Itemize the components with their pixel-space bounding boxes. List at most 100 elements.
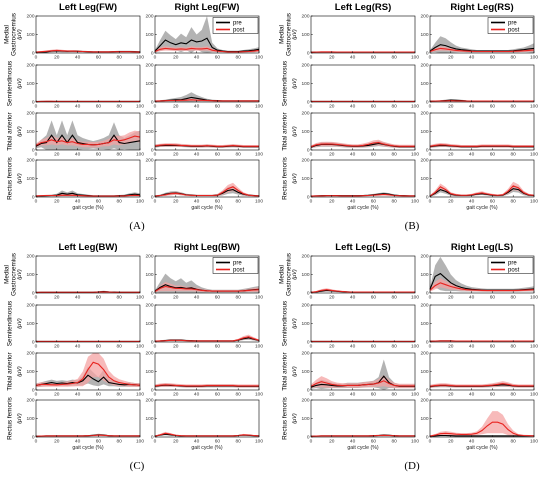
x-tick-label: 60 xyxy=(96,439,102,445)
x-tick-label: 100 xyxy=(530,55,538,61)
x-tick-label: 20 xyxy=(329,392,335,398)
emg-plot: 0 100 200 0 20 40 60 80 100 xyxy=(26,111,144,158)
x-tick-label: 20 xyxy=(448,152,454,158)
y-tick-label: 0 xyxy=(151,100,154,106)
post-mean-line xyxy=(429,421,535,437)
x-tick-label: 60 xyxy=(371,344,377,350)
plot-frame xyxy=(154,64,260,103)
x-tick-label: 0 xyxy=(310,439,313,445)
x-tick-label: 20 xyxy=(448,104,454,110)
y-unit-label: (μV) xyxy=(292,413,298,424)
emg-plot: 0 100 200 0 20 40 60 80 100 xyxy=(301,111,419,158)
y-unit-label: (μV) xyxy=(17,78,23,89)
x-tick-label: 80 xyxy=(236,55,242,61)
emg-plot: 0 100 200 0 20 40 60 80 100 xyxy=(301,351,419,398)
x-tick-label: 20 xyxy=(54,104,60,110)
y-unit-label: (μV) xyxy=(292,173,298,184)
y-tick-label: 0 xyxy=(307,100,310,106)
y-tick-label: 0 xyxy=(307,195,310,201)
x-tick-label: 0 xyxy=(35,439,38,445)
y-tick-label: 100 xyxy=(26,416,34,422)
x-axis-label: gait cycle (%) xyxy=(466,445,497,451)
y-tick-label: 200 xyxy=(26,351,34,357)
row-label-3: Rectus femoris xyxy=(6,157,13,200)
x-tick-label: 60 xyxy=(96,199,102,205)
y-tick-label: 200 xyxy=(301,63,309,69)
y-unit-label: (μV) xyxy=(17,126,23,137)
y-tick-label: 0 xyxy=(307,340,310,346)
y-tick-label: 0 xyxy=(32,100,35,106)
x-tick-label: 40 xyxy=(75,295,81,301)
y-tick-label: 100 xyxy=(420,369,428,375)
y-tick-label: 200 xyxy=(26,14,34,20)
subfigure-b: MedialGastrocnemius (μV)Semitendinosus (μV… xyxy=(278,2,538,232)
row-label-2: Tibial anterior xyxy=(281,111,288,150)
emg-plot: 0 100 200 0 20 40 60 80 100 xyxy=(420,63,538,110)
post-mean-line xyxy=(310,434,415,437)
emg-plot: 0 100 200 0 20 40 60 80 100 xyxy=(145,111,263,158)
x-tick-label: 20 xyxy=(329,104,335,110)
x-tick-label: 0 xyxy=(154,104,157,110)
figure-label: (A) xyxy=(129,220,145,232)
row-label-1: Semitendinosus xyxy=(281,61,288,106)
legend-label-post: post xyxy=(508,268,520,274)
post-mean-line xyxy=(310,289,415,293)
emg-plot: 0 100 200 0 20 40 60 80 100 xyxy=(420,351,538,398)
x-tick-label: 60 xyxy=(490,199,496,205)
x-tick-label: 0 xyxy=(310,55,313,61)
x-tick-label: 60 xyxy=(371,55,377,61)
x-tick-label: 0 xyxy=(35,152,38,158)
x-tick-label: 40 xyxy=(469,55,475,61)
y-unit-label: (μV) xyxy=(17,173,23,184)
y-tick-label: 0 xyxy=(32,291,35,297)
y-tick-label: 0 xyxy=(32,51,35,57)
x-tick-label: 60 xyxy=(215,104,221,110)
emg-plot: 0 100 200 0 20 40 60 80 100 xyxy=(420,111,538,158)
post-mean-line xyxy=(154,432,260,437)
x-tick-label: 80 xyxy=(392,152,398,158)
x-tick-label: 100 xyxy=(411,199,419,205)
emg-plot: 0 100 200 0 20 40 60 80 100 xyxy=(26,351,144,398)
x-tick-label: 100 xyxy=(136,199,144,205)
emg-plot: 0 100 200 0 20 40 60 80 100 xyxy=(145,63,263,110)
plot-frame xyxy=(35,159,141,198)
y-tick-label: 100 xyxy=(301,272,309,278)
x-tick-label: 40 xyxy=(75,439,81,445)
x-tick-label: 20 xyxy=(54,295,60,301)
y-tick-label: 200 xyxy=(420,351,428,357)
y-tick-label: 100 xyxy=(301,321,309,327)
y-tick-label: 100 xyxy=(301,176,309,182)
x-tick-label: 0 xyxy=(35,55,38,61)
post-mean-line xyxy=(154,47,260,53)
emg-plot: 0 100 200 0 20 40 60 80 100 gait cycle (%) xyxy=(420,158,538,211)
x-tick-label: 0 xyxy=(310,344,313,350)
x-tick-label: 60 xyxy=(96,104,102,110)
plot-frame xyxy=(429,64,535,103)
plot-frame xyxy=(35,15,141,54)
y-unit-label: (μV) xyxy=(17,29,23,40)
x-tick-label: 0 xyxy=(429,295,432,301)
x-tick-label: 20 xyxy=(173,439,179,445)
x-tick-label: 80 xyxy=(392,55,398,61)
x-tick-label: 80 xyxy=(511,199,517,205)
x-tick-label: 60 xyxy=(96,55,102,61)
row-label-0: MedialGastrocnemius xyxy=(278,13,292,56)
x-tick-label: 40 xyxy=(350,104,356,110)
x-tick-label: 100 xyxy=(255,199,263,205)
x-tick-label: 0 xyxy=(310,104,313,110)
x-tick-label: 100 xyxy=(255,295,263,301)
emg-plot: 0 100 200 0 20 40 60 80 100 gait cycle (%) xyxy=(301,158,419,211)
x-tick-label: 60 xyxy=(215,152,221,158)
x-tick-label: 80 xyxy=(511,104,517,110)
y-tick-label: 200 xyxy=(301,303,309,309)
x-tick-label: 100 xyxy=(530,199,538,205)
legend-label-post: post xyxy=(508,28,520,34)
x-tick-label: 60 xyxy=(490,152,496,158)
post-mean-line xyxy=(35,49,141,53)
x-tick-label: 20 xyxy=(329,152,335,158)
x-tick-label: 0 xyxy=(35,199,38,205)
x-tick-label: 20 xyxy=(173,104,179,110)
y-tick-label: 100 xyxy=(145,272,153,278)
